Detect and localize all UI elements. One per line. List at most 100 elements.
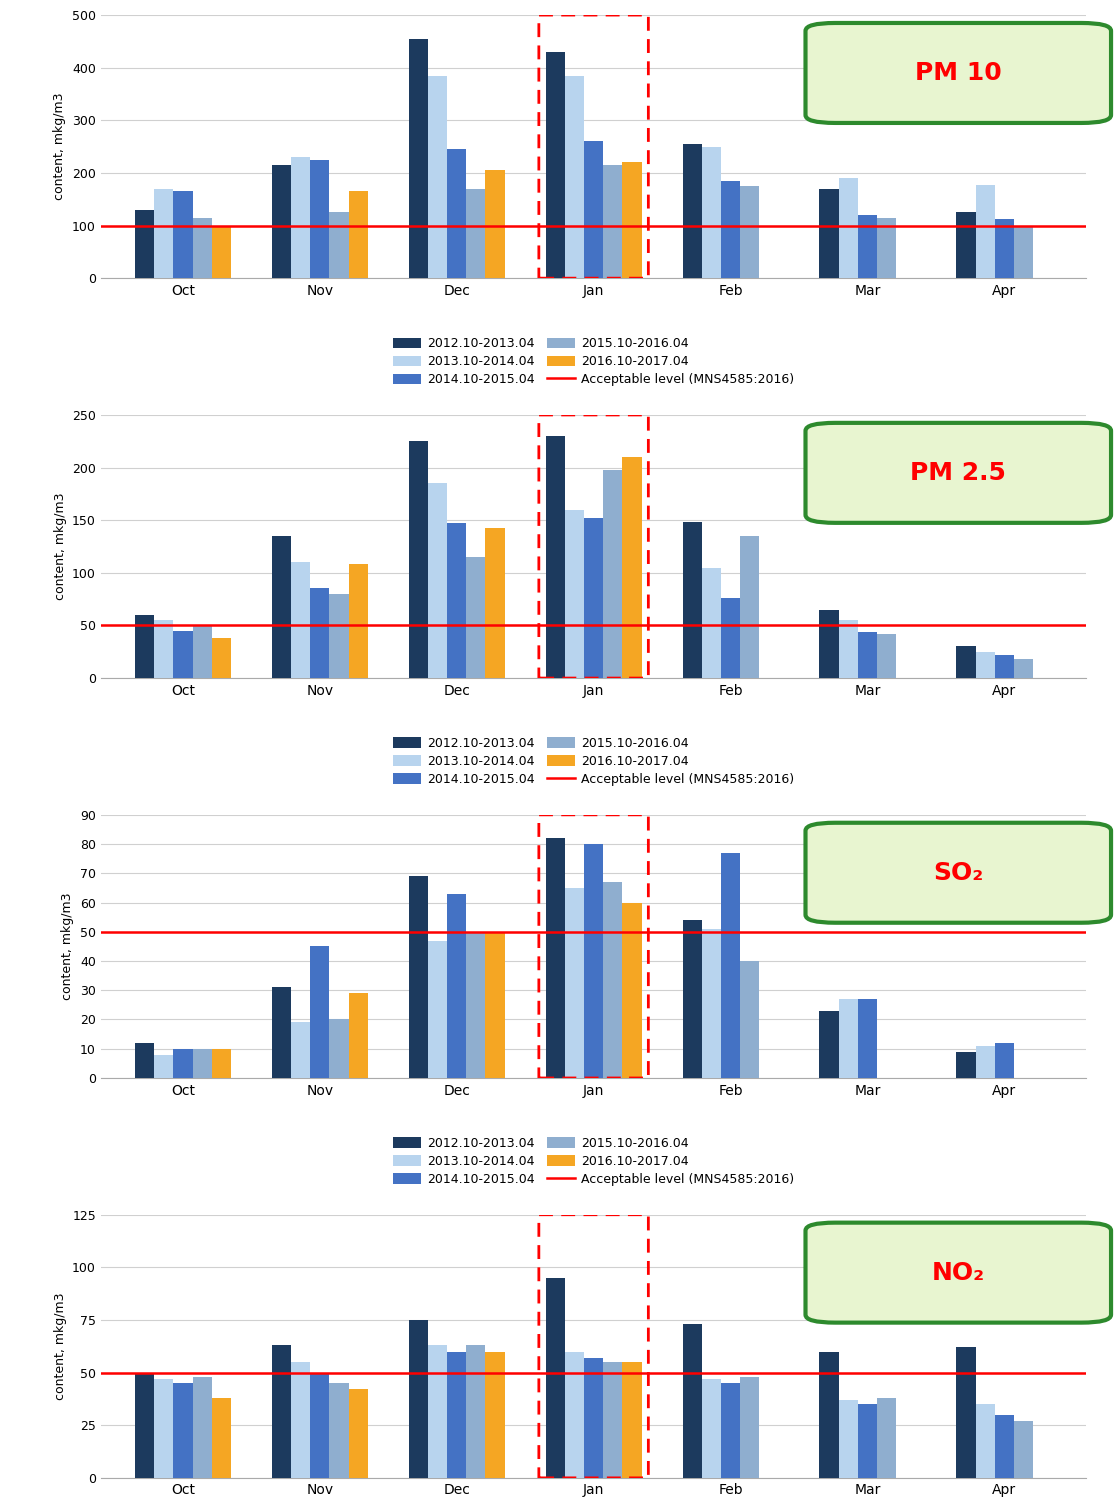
- Bar: [485, 932, 505, 1078]
- Bar: [740, 1377, 759, 1478]
- Bar: [564, 1351, 584, 1478]
- Y-axis label: content, mkg/m3: content, mkg/m3: [62, 893, 74, 1000]
- Bar: [584, 142, 604, 277]
- Bar: [212, 226, 231, 277]
- Bar: [839, 178, 858, 277]
- Bar: [466, 188, 485, 277]
- Bar: [858, 632, 877, 679]
- Bar: [877, 217, 896, 277]
- Bar: [820, 609, 839, 679]
- Bar: [721, 181, 740, 277]
- Bar: [409, 39, 428, 277]
- Bar: [348, 994, 367, 1078]
- Bar: [212, 1048, 231, 1078]
- Bar: [212, 1398, 231, 1478]
- Bar: [604, 164, 623, 277]
- Bar: [682, 522, 702, 679]
- Bar: [604, 1362, 623, 1478]
- Bar: [485, 1351, 505, 1478]
- Bar: [995, 1044, 1014, 1078]
- Bar: [839, 1399, 858, 1478]
- Bar: [409, 442, 428, 679]
- Bar: [702, 146, 721, 277]
- Text: NO₂: NO₂: [932, 1261, 984, 1285]
- Bar: [193, 626, 212, 679]
- Bar: [702, 1378, 721, 1478]
- Bar: [858, 216, 877, 277]
- Bar: [310, 947, 329, 1078]
- Bar: [310, 160, 329, 277]
- Bar: [858, 998, 877, 1078]
- Bar: [995, 1415, 1014, 1478]
- Bar: [310, 1372, 329, 1478]
- Bar: [564, 888, 584, 1078]
- Bar: [291, 157, 310, 277]
- Bar: [682, 920, 702, 1078]
- Bar: [193, 217, 212, 277]
- Bar: [174, 1048, 193, 1078]
- Bar: [1014, 1421, 1033, 1478]
- Bar: [136, 210, 155, 277]
- Bar: [329, 1383, 348, 1478]
- Bar: [584, 1357, 604, 1478]
- Bar: [409, 1320, 428, 1478]
- Bar: [545, 436, 564, 679]
- Bar: [136, 1372, 155, 1478]
- Bar: [721, 1383, 740, 1478]
- Bar: [329, 213, 348, 277]
- Bar: [348, 1389, 367, 1478]
- Bar: [466, 1345, 485, 1478]
- Bar: [682, 1324, 702, 1478]
- Bar: [623, 903, 642, 1078]
- Bar: [858, 1404, 877, 1478]
- Bar: [136, 1044, 155, 1078]
- Bar: [428, 484, 447, 679]
- Bar: [702, 929, 721, 1078]
- Legend: 2012.10-2013.04, 2013.10-2014.04, 2014.10-2015.04, 2015.10-2016.04, 2016.10-2017: 2012.10-2013.04, 2013.10-2014.04, 2014.1…: [393, 737, 794, 786]
- Bar: [348, 192, 367, 277]
- Bar: [466, 556, 485, 679]
- Bar: [623, 457, 642, 679]
- Bar: [291, 562, 310, 679]
- Bar: [212, 638, 231, 679]
- Bar: [1014, 659, 1033, 679]
- Bar: [839, 998, 858, 1078]
- Bar: [545, 838, 564, 1078]
- Bar: [604, 469, 623, 679]
- Bar: [584, 519, 604, 679]
- Bar: [956, 647, 976, 679]
- Bar: [447, 149, 466, 277]
- Bar: [466, 932, 485, 1078]
- Bar: [409, 876, 428, 1078]
- Bar: [721, 599, 740, 679]
- Bar: [155, 1054, 174, 1078]
- Bar: [485, 528, 505, 679]
- Bar: [545, 51, 564, 277]
- Bar: [447, 523, 466, 679]
- Bar: [136, 615, 155, 679]
- Legend: 2012.10-2013.04, 2013.10-2014.04, 2014.10-2015.04, 2015.10-2016.04, 2016.10-2017: 2012.10-2013.04, 2013.10-2014.04, 2014.1…: [393, 1137, 794, 1185]
- Bar: [976, 1045, 995, 1078]
- Text: SO₂: SO₂: [933, 861, 983, 885]
- Bar: [976, 651, 995, 679]
- Bar: [820, 188, 839, 277]
- Bar: [155, 1378, 174, 1478]
- Legend: 2012.10-2013.04, 2013.10-2014.04, 2014.10-2015.04, 2015.10-2016.04, 2016.10-2017: 2012.10-2013.04, 2013.10-2014.04, 2014.1…: [393, 336, 794, 386]
- Bar: [839, 620, 858, 679]
- Text: PM 10: PM 10: [915, 60, 1001, 84]
- Bar: [348, 564, 367, 679]
- Bar: [428, 1345, 447, 1478]
- Bar: [995, 219, 1014, 277]
- FancyBboxPatch shape: [805, 823, 1111, 923]
- Bar: [174, 192, 193, 277]
- Bar: [623, 163, 642, 277]
- Bar: [155, 188, 174, 277]
- FancyBboxPatch shape: [805, 422, 1111, 523]
- Bar: [291, 1022, 310, 1078]
- FancyBboxPatch shape: [805, 1223, 1111, 1323]
- Bar: [155, 620, 174, 679]
- Bar: [272, 164, 291, 277]
- Bar: [272, 988, 291, 1078]
- Bar: [877, 633, 896, 679]
- Bar: [428, 941, 447, 1078]
